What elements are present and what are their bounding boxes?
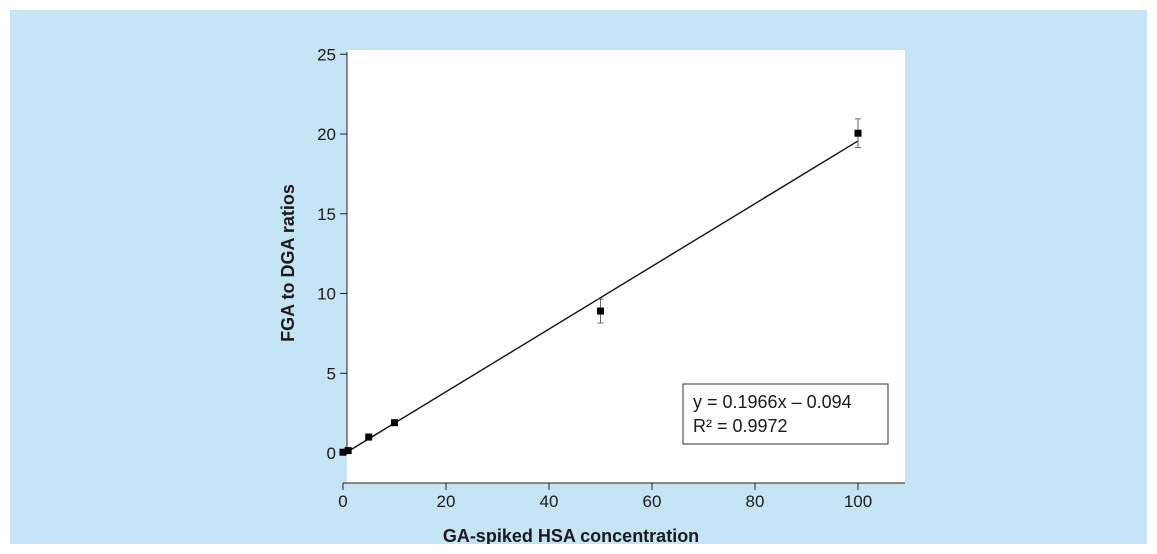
figure-panel: 0 5 10 15 20 25 0 20 40 60 80 100 GA-spiked HSA con…: [10, 10, 1147, 544]
x-tick-label: 0: [338, 492, 347, 511]
marks: [339, 118, 862, 456]
data-point: [339, 448, 347, 456]
y-axis-title: FGA to DGA ratios: [278, 184, 298, 342]
x-tick-label: 60: [643, 492, 662, 511]
data-point: [344, 447, 352, 455]
x-tick-label: 80: [746, 492, 765, 511]
x-tick-label: 100: [844, 492, 872, 511]
data-point: [391, 419, 398, 427]
equation-box: [682, 383, 889, 445]
y-tick-label: 0: [327, 444, 336, 463]
equation-text: y = 0.1966x – 0.094: [693, 392, 852, 412]
y-tick-label: 15: [317, 205, 336, 224]
r-squared-text: R² = 0.9972: [693, 416, 788, 436]
data-point: [365, 433, 373, 441]
y-tick-label: 5: [327, 364, 336, 383]
x-tick-label: 40: [540, 492, 559, 511]
data-point: [597, 307, 604, 315]
scatter-chart: 0 5 10 15 20 25 0 20 40 60 80 100 GA-spiked HSA con…: [278, 45, 905, 544]
y-tick-label: 25: [317, 45, 336, 64]
x-axis-title: GA-spiked HSA concentration: [443, 526, 699, 544]
x-tick-label: 20: [437, 492, 456, 511]
data-point: [854, 129, 862, 137]
trendline: [342, 140, 859, 456]
axes: 0 5 10 15 20 25 0 20 40 60 80 100: [317, 45, 905, 511]
y-tick-label: 20: [317, 125, 336, 144]
y-tick-label: 10: [317, 285, 336, 304]
